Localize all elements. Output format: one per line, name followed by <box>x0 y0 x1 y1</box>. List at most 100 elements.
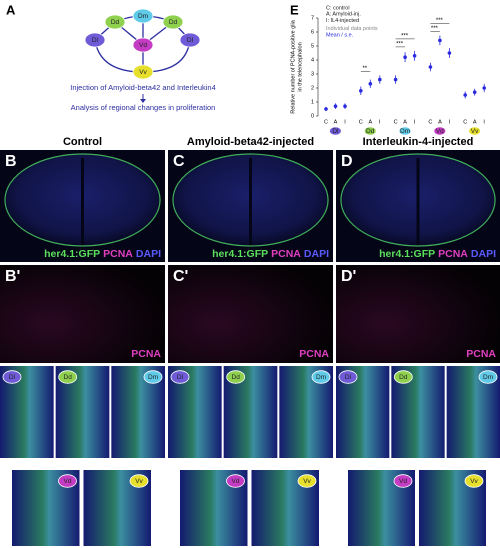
mean-point <box>463 93 468 97</box>
region-tag-label: Dl <box>345 374 352 381</box>
region-tag <box>311 370 331 384</box>
significance-label: *** <box>431 26 439 32</box>
legend-entry: Individual data points <box>326 26 378 32</box>
region-tag <box>393 370 413 384</box>
stain-label: her4.1:GFP <box>44 248 100 260</box>
panel-letter: D' <box>341 268 356 285</box>
region-tag <box>393 474 413 488</box>
mean-point <box>324 107 328 111</box>
region-tag <box>297 474 317 488</box>
condition-label: C <box>359 119 363 125</box>
mean-point <box>368 82 373 86</box>
panel-letter: C' <box>173 268 188 285</box>
mean-point <box>378 77 382 82</box>
region-tag <box>129 474 149 488</box>
stain-label: DAPI <box>136 248 161 260</box>
region-tag <box>363 126 377 136</box>
condition-label: A <box>438 119 442 125</box>
region-tag <box>433 126 447 136</box>
region-tag-label: Dm <box>400 128 410 135</box>
region-tag-label: Dm <box>148 374 158 381</box>
y-tick-label: 2 <box>311 85 314 91</box>
region-tag-label: Dl <box>92 37 99 44</box>
caption: Injection of Amyloid-beta42 and Interleu… <box>70 83 216 92</box>
region-tag-label: Dl <box>187 37 194 44</box>
region-tag <box>58 474 77 488</box>
region-tag <box>179 32 201 48</box>
condition-label: A <box>368 119 372 125</box>
region-tag <box>132 8 154 24</box>
region-tag <box>478 370 498 384</box>
y-tick-label: 4 <box>311 57 314 63</box>
region-tag-label: Dd <box>111 19 120 26</box>
region-tag-label: Dm <box>316 374 326 381</box>
mean-point <box>412 54 417 58</box>
stain-legend: her4.1:GFP PCNA DAPI <box>44 248 161 260</box>
panel-letter: D <box>341 153 353 170</box>
region-tag-label: Vd <box>399 478 407 485</box>
micrograph <box>168 265 333 363</box>
region-tag-label: Vd <box>64 478 72 485</box>
significance-label: ** <box>362 66 367 72</box>
region-tag-label: Vd <box>139 42 147 49</box>
y-axis-label: in the telencephalon <box>297 42 303 91</box>
region-tag-label: Dl <box>9 374 16 381</box>
condition-label: I <box>379 119 381 125</box>
condition-label: I <box>414 119 416 125</box>
region-tag <box>226 370 246 384</box>
stain-label: PCNA <box>299 348 329 360</box>
condition-label: C <box>394 119 398 125</box>
mean-point <box>447 51 452 55</box>
column-header: Control <box>63 136 102 148</box>
significance-label: *** <box>436 18 444 24</box>
region-tag <box>132 37 154 53</box>
y-tick-label: 3 <box>311 71 314 77</box>
mean-point <box>403 55 407 59</box>
stain-label: PCNA <box>131 348 161 360</box>
region-tag <box>2 370 22 384</box>
region-tag-label: Dm <box>483 374 493 381</box>
region-tag <box>58 370 78 384</box>
stain-label: DAPI <box>304 248 329 260</box>
region-tag <box>468 126 482 136</box>
column-header: Amyloid-beta42-injected <box>187 136 314 148</box>
panel-letter: A <box>6 2 16 17</box>
significance-label: *** <box>396 41 404 47</box>
legend-entry: A: Amyloid-inj. <box>326 12 361 18</box>
stain-label: DAPI <box>471 248 496 260</box>
region-tag <box>170 370 190 384</box>
region-tag-label: Dd <box>169 19 178 26</box>
legend-entry: I: IL4-injected <box>326 18 359 24</box>
y-tick-label: 6 <box>311 29 314 35</box>
condition-label: C <box>463 119 467 125</box>
mean-point <box>482 86 487 90</box>
legend-entry: Mean / s.e. <box>326 32 354 38</box>
region-tag <box>84 32 106 48</box>
y-tick-label: 7 <box>311 15 314 21</box>
region-tag-label: Vv <box>471 128 479 135</box>
y-tick-label: 5 <box>311 43 314 49</box>
micrograph <box>0 265 165 363</box>
region-tag <box>464 474 484 488</box>
panel-letter: B <box>5 153 17 170</box>
region-tag <box>398 126 412 136</box>
condition-label: A <box>403 119 407 125</box>
stain-label: PCNA <box>103 248 133 260</box>
panel-letter: B' <box>5 268 20 285</box>
mean-point <box>343 104 347 108</box>
condition-label: C <box>324 119 328 125</box>
region-tag <box>162 14 184 30</box>
region-tag-label: Dd <box>366 128 375 135</box>
region-tag <box>338 370 358 384</box>
stain-label: her4.1:GFP <box>379 248 435 260</box>
condition-label: A <box>473 119 477 125</box>
condition-label: I <box>344 119 346 125</box>
caption: Analysis of regional changes in prolifer… <box>71 103 216 112</box>
condition-label: I <box>483 119 485 125</box>
region-tag-label: Dm <box>138 13 148 20</box>
mean-point <box>393 77 398 82</box>
region-tag-label: Vv <box>139 69 147 76</box>
mean-point <box>438 38 442 43</box>
condition-label: C <box>428 119 432 125</box>
